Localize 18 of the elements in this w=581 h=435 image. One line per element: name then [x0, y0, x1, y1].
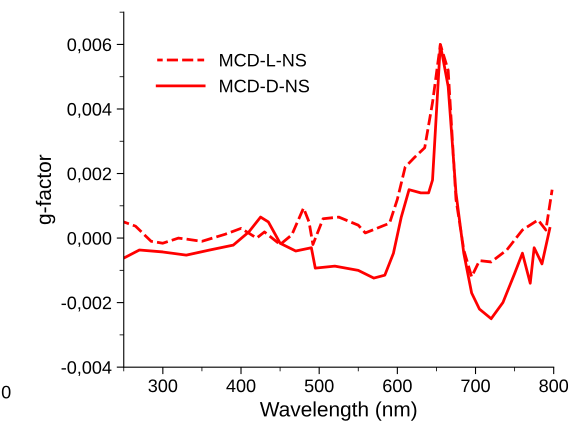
- y-tick-label: -0,004: [62, 361, 112, 376]
- y-tick-label: -0,002: [62, 296, 112, 312]
- x-tick-label: 700: [461, 379, 490, 392]
- x-axis-title: Wavelength (nm): [260, 401, 416, 421]
- y-axis-title: g-factor: [36, 154, 56, 224]
- y-tick-label: 0,002: [67, 167, 112, 182]
- x-tick-label: 800: [539, 379, 568, 392]
- legend-label: MCD-L-NS: [220, 54, 306, 67]
- x-tick-label: 400: [226, 379, 256, 392]
- x-tick-label: 300: [148, 379, 178, 392]
- text: 0: [2, 386, 10, 399]
- y-tick-label: 0,000: [67, 232, 112, 247]
- legend-label: MCD-D-NS: [220, 80, 310, 92]
- y-tick-label: 0,006: [67, 38, 112, 54]
- x-tick-label: 600: [383, 379, 412, 392]
- y-tick-label: 0,004: [67, 102, 112, 118]
- line-series: [124, 43, 552, 320]
- x-tick-label: 500: [304, 379, 334, 392]
